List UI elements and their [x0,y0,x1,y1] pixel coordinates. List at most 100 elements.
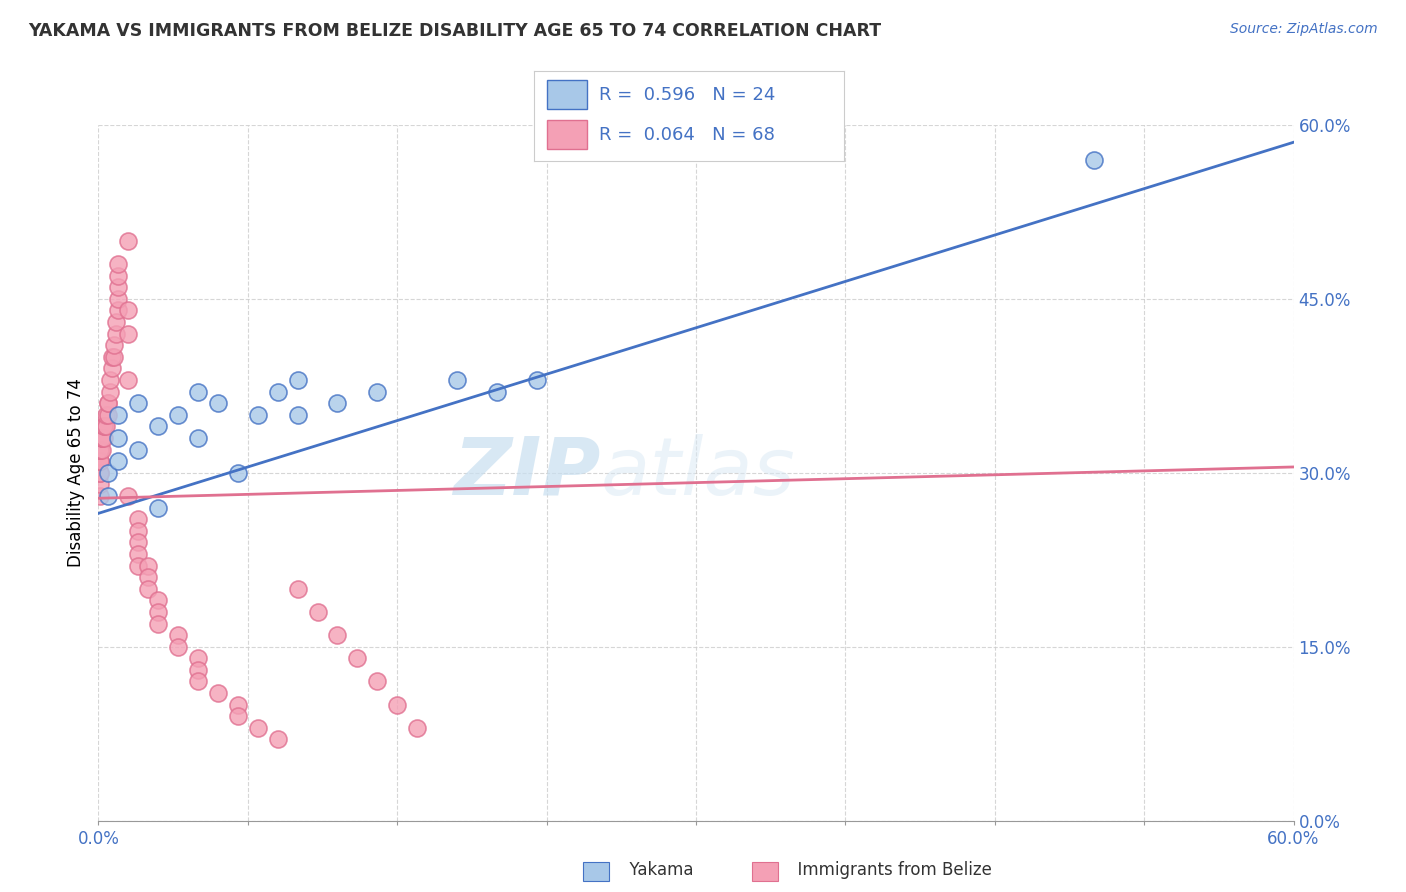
Text: ZIP: ZIP [453,434,600,512]
Point [287,408,309,422]
Point [287,582,309,596]
Point [91,431,114,445]
Point [98,373,122,387]
Point [267,384,290,399]
Point [117,234,139,248]
Point [89,454,111,468]
Point [446,373,468,387]
Point [526,373,548,387]
FancyBboxPatch shape [547,80,586,109]
Point [89,477,111,491]
Point [148,419,170,434]
Point [89,454,111,468]
Text: R =  0.596   N = 24: R = 0.596 N = 24 [599,86,776,103]
Point [89,454,111,468]
Point [103,350,125,364]
Point [136,582,159,596]
Point [485,384,508,399]
Point [117,303,139,318]
Point [148,593,170,607]
Point [97,489,120,503]
Point [97,396,120,410]
Point [89,442,111,457]
Point [366,384,388,399]
Point [127,396,149,410]
Point [89,442,111,457]
Point [187,431,209,445]
Point [187,674,209,689]
Point [187,663,209,677]
Point [246,721,269,735]
Point [307,605,329,619]
Point [127,442,149,457]
Point [127,524,149,538]
Text: YAKAMA VS IMMIGRANTS FROM BELIZE DISABILITY AGE 65 TO 74 CORRELATION CHART: YAKAMA VS IMMIGRANTS FROM BELIZE DISABIL… [28,22,882,40]
Point [136,570,159,584]
Point [246,408,269,422]
Text: atlas: atlas [600,434,796,512]
Point [346,651,368,665]
Point [117,489,139,503]
Text: Immigrants from Belize: Immigrants from Belize [787,861,993,879]
Point [97,396,120,410]
Point [93,419,115,434]
Point [101,350,124,364]
Point [93,431,115,445]
Point [148,605,170,619]
Point [385,698,409,712]
Point [107,268,129,283]
Point [326,628,349,642]
Point [98,384,122,399]
Point [89,466,111,480]
Point [127,512,149,526]
Text: Source: ZipAtlas.com: Source: ZipAtlas.com [1230,22,1378,37]
Point [167,640,190,654]
Point [226,466,249,480]
Point [287,373,309,387]
Point [107,303,129,318]
Point [91,431,114,445]
Point [101,361,124,376]
Point [107,431,129,445]
Point [127,558,149,573]
Point [91,442,114,457]
Point [406,721,429,735]
Point [107,454,129,468]
Point [103,338,125,352]
Point [91,431,114,445]
Point [1083,153,1105,167]
Point [105,315,128,329]
Point [148,616,170,631]
Point [187,384,209,399]
Point [107,408,129,422]
Point [96,408,118,422]
Point [187,651,209,665]
Text: R =  0.064   N = 68: R = 0.064 N = 68 [599,126,775,144]
Point [89,489,111,503]
Point [226,709,249,723]
Point [105,326,128,341]
Point [226,698,249,712]
Point [207,686,229,700]
Point [89,442,111,457]
Point [136,558,159,573]
Point [96,419,118,434]
Point [117,373,139,387]
Point [167,628,190,642]
Y-axis label: Disability Age 65 to 74: Disability Age 65 to 74 [66,378,84,567]
Point [127,547,149,561]
FancyBboxPatch shape [547,120,586,149]
Point [97,466,120,480]
Text: Yakama: Yakama [619,861,693,879]
Point [107,280,129,294]
Point [93,419,115,434]
Point [167,408,190,422]
Point [117,326,139,341]
Point [326,396,349,410]
Point [97,408,120,422]
Point [127,535,149,549]
Point [89,466,111,480]
Point [207,396,229,410]
Point [148,500,170,515]
Point [107,292,129,306]
